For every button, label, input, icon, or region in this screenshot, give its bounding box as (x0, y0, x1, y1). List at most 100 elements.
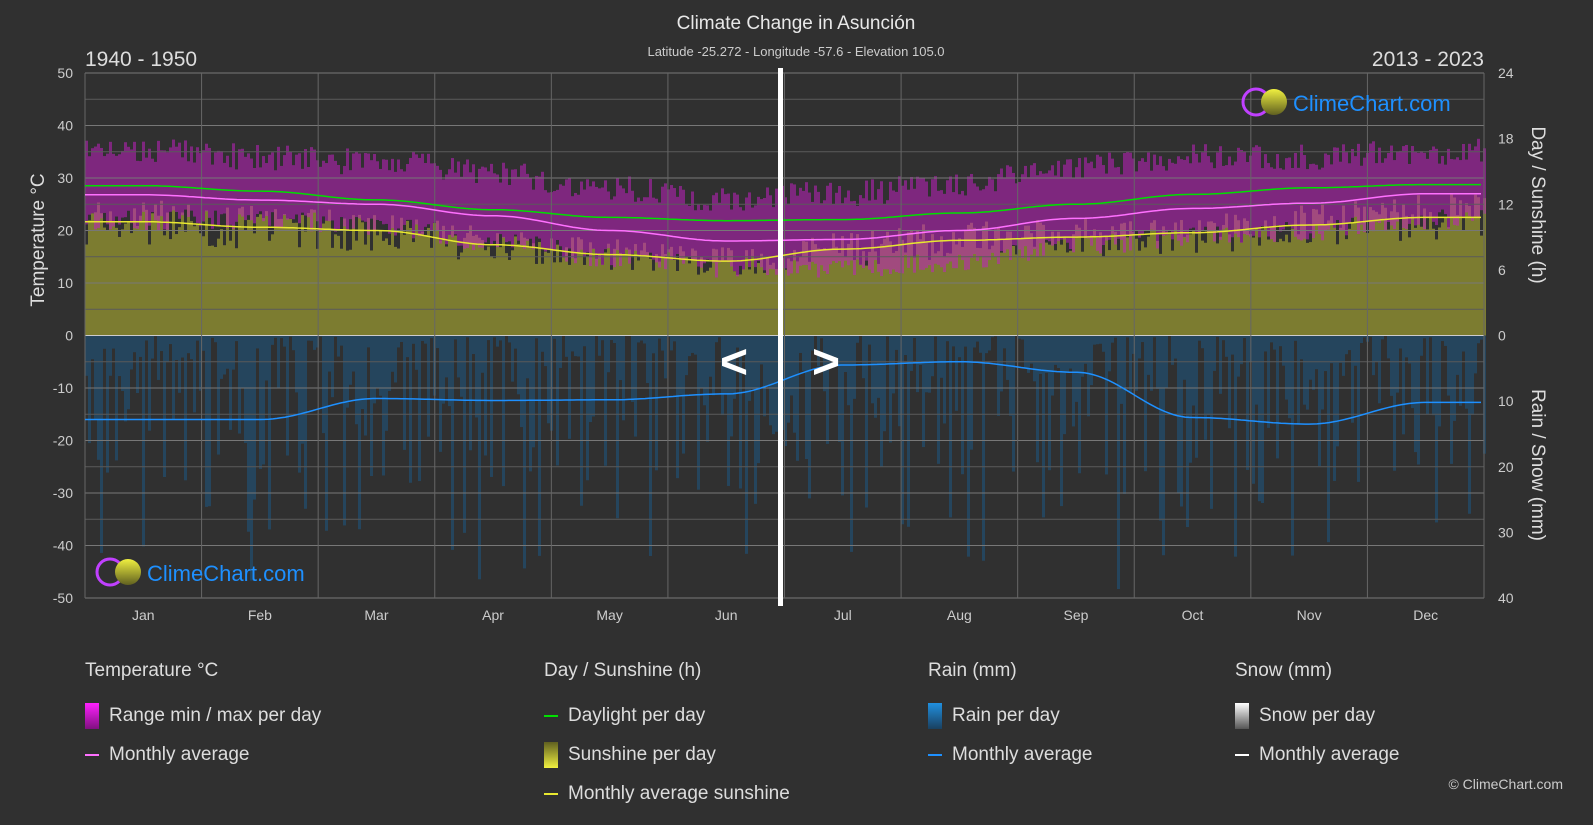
sunshine-bar (301, 215, 304, 336)
temp-range-bar (853, 200, 856, 275)
temp-range-bar (397, 159, 400, 229)
y-right-tick-label: 6 (1498, 262, 1506, 278)
sunshine-bar (835, 246, 838, 336)
temp-range-bar (484, 167, 487, 243)
temp-range-bar (1480, 161, 1483, 211)
rain-bar (1480, 335, 1483, 340)
sunshine-bar (1207, 221, 1210, 336)
rain-bar (745, 335, 748, 554)
sunshine-bar (1147, 236, 1150, 336)
temp-range-bar (1066, 159, 1069, 243)
rain-bar (145, 335, 148, 341)
rain-bar (838, 335, 841, 442)
sunshine-bar (499, 247, 502, 336)
temp-range-bar (121, 150, 124, 218)
temp-range-bar (721, 188, 724, 262)
sunshine-bar (805, 241, 808, 336)
sunshine-bar (1039, 222, 1042, 336)
rain-bar (1030, 335, 1033, 364)
temp-range-bar (364, 153, 367, 222)
temp-range-bar (253, 168, 256, 224)
grid (84, 72, 1485, 599)
axes: 50 40 30 20 10 0 -10 -20 -30 -40 -50 Jan Feb Mar Apr Ma… (53, 65, 1514, 623)
sunshine-bar (1138, 250, 1141, 336)
temp-range-bar (1255, 145, 1258, 229)
temp-range-bar (691, 191, 694, 261)
rain-bar (607, 335, 610, 373)
sunshine-bar (598, 253, 601, 336)
prev-period-button[interactable]: < (720, 336, 748, 389)
temp-range-bar (748, 192, 751, 267)
sunshine-bar (1000, 252, 1003, 336)
rain-bar (904, 335, 907, 356)
temp-range-bar (628, 176, 631, 264)
sunshine-bar (682, 251, 685, 336)
period-divider[interactable] (778, 68, 783, 606)
sunshine-bar (634, 244, 637, 336)
sunshine-bar (709, 267, 712, 336)
logo-bottom[interactable]: ClimeChart.com (95, 557, 305, 587)
sunshine-bar (808, 261, 811, 336)
temp-range-bar (103, 156, 106, 213)
rain-bar (139, 335, 142, 357)
sunshine-bar (1267, 239, 1270, 336)
sunshine-bar (268, 240, 271, 336)
temp-range-bar (964, 195, 967, 271)
legend-item: Sunshine per day (568, 743, 716, 765)
y-left-tick-label: 10 (57, 275, 73, 291)
temp-range-bar (1282, 169, 1285, 230)
sunshine-bar (511, 250, 514, 336)
temp-range-bar (589, 186, 592, 266)
rain-bar (427, 335, 430, 437)
sunshine-bar (94, 212, 97, 336)
sunshine-bar (577, 237, 580, 336)
temp-range-bar (1201, 152, 1204, 231)
temp-range-bar (760, 199, 763, 268)
sunshine-bar (1048, 244, 1051, 336)
temp-range-bar (526, 173, 529, 241)
sunshine-bar (991, 245, 994, 336)
rain-bar (217, 335, 220, 455)
sunshine-bar (1246, 220, 1249, 336)
temp-range-bar (805, 182, 808, 265)
temp-range-bar (820, 203, 823, 266)
sunshine-bar (352, 215, 355, 336)
sunshine-bar (865, 265, 868, 336)
sunshine-bar (253, 233, 256, 336)
temp-range-bar (925, 181, 928, 268)
temp-range-bar (895, 191, 898, 273)
temp-range-bar (208, 147, 211, 218)
sunshine-bar (220, 229, 223, 336)
rain-bar (544, 335, 547, 367)
sunshine-bar (952, 232, 955, 336)
rain-bar (1453, 335, 1456, 421)
temp-range-bar (1171, 162, 1174, 240)
rain-bar (1114, 335, 1117, 338)
rain-bar (253, 335, 256, 500)
sunshine-bar (328, 209, 331, 336)
temp-range-bar (478, 168, 481, 248)
rain-bar (1228, 335, 1231, 429)
temp-range-bar (1093, 168, 1096, 237)
sunshine-bar (1420, 226, 1423, 336)
temp-range-bar (1126, 151, 1129, 236)
rain-bar (325, 335, 328, 531)
sunshine-bar (670, 246, 673, 336)
sunshine-bar (784, 269, 787, 336)
rain-bar (487, 335, 490, 341)
rain-bar (1303, 335, 1306, 405)
temp-range-bar (232, 143, 235, 229)
rain-bar (937, 335, 940, 464)
sunshine-bar (217, 238, 220, 336)
x-tick-label: Feb (248, 607, 272, 623)
logo-top[interactable]: ClimeChart.com (1241, 87, 1451, 117)
rain-bar (1357, 335, 1360, 482)
sunshine-bar (1051, 231, 1054, 336)
sunshine-bar (1159, 253, 1162, 336)
next-period-button[interactable]: > (812, 336, 840, 389)
sunshine-bar (913, 257, 916, 336)
temp-range-bar (502, 162, 505, 238)
sunshine-bar (145, 209, 148, 336)
sunshine-bar (706, 270, 709, 336)
